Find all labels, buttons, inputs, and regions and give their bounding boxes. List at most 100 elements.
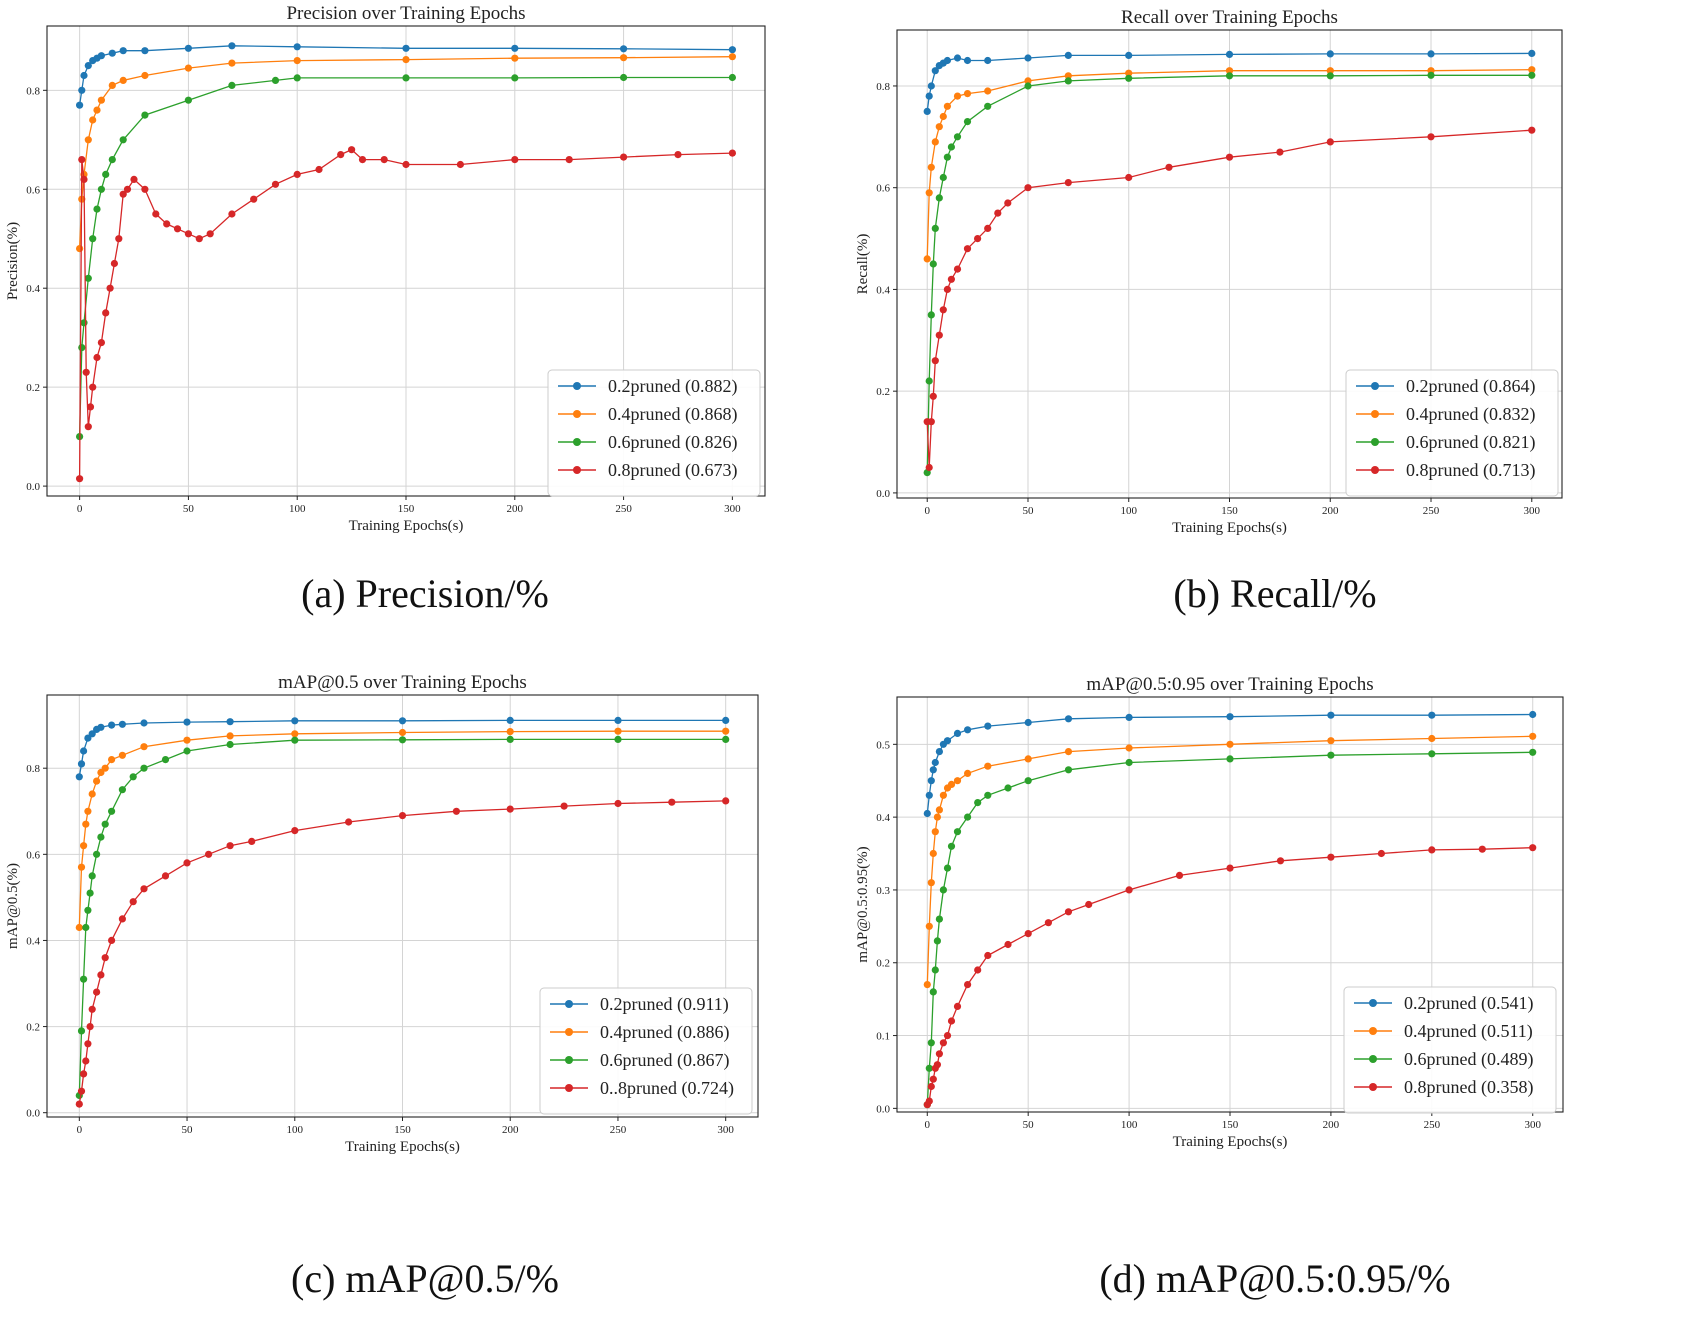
series-point-0 [1226, 713, 1234, 721]
legend-box [1345, 369, 1559, 497]
series-point-3 [963, 245, 972, 253]
series-point-2 [97, 833, 105, 841]
series-point-3 [106, 284, 114, 292]
series-point-2 [118, 786, 126, 794]
series-point-3 [293, 170, 301, 178]
series-point-2 [119, 136, 127, 144]
series-point-3 [130, 175, 138, 183]
series-point-1 [119, 76, 127, 84]
series-point-1 [184, 64, 192, 72]
series-point-0 [1064, 51, 1072, 60]
legend-label-2: 0.6pruned (0.826) [608, 432, 737, 453]
series-point-2 [925, 377, 933, 385]
chart-title: mAP@0.5 over Training Epochs [278, 672, 527, 693]
series-point-2 [947, 842, 956, 850]
series-point-3 [925, 1097, 933, 1105]
series-point-3 [88, 1005, 96, 1013]
series-point-1 [614, 727, 622, 735]
series-point-2 [184, 96, 192, 104]
series-point-0 [84, 62, 92, 70]
series-line-3 [926, 129, 1532, 468]
series-point-3 [110, 259, 118, 268]
series-point-2 [80, 975, 88, 983]
series-point-1 [927, 879, 935, 887]
series-point-3 [228, 210, 236, 218]
series-point-1 [76, 245, 84, 253]
x-tick-label: 100 [1120, 505, 1137, 517]
x-tick-label: 300 [1524, 1119, 1541, 1131]
series-point-0 [293, 43, 301, 51]
series-point-3 [183, 859, 191, 867]
series-point-0 [722, 716, 730, 724]
series-point-0 [97, 52, 105, 60]
caption-precision: (a) Precision/% [301, 571, 549, 616]
series-point-3 [82, 1057, 90, 1065]
legend-marker-3 [573, 466, 581, 474]
series-point-2 [82, 923, 90, 932]
series-point-0 [614, 716, 622, 724]
series-point-1 [923, 981, 931, 989]
series-point-2 [93, 205, 101, 213]
precision-chart: 0 50 100 150 200 250 300 0.0 0.2 0.4 0.6 0.8 Precisi… [5, 3, 766, 534]
y-tick-label: 0.6 [26, 849, 40, 861]
legend-marker-0 [565, 1000, 573, 1008]
x-tick-label: 0 [925, 1119, 931, 1131]
series-point-1 [1225, 67, 1234, 75]
series-point-1 [511, 54, 519, 62]
series-point-1 [1327, 737, 1335, 745]
series-point-1 [108, 81, 116, 89]
series-point-3 [358, 156, 367, 164]
series-point-0 [402, 44, 410, 52]
series-point-3 [173, 225, 182, 233]
y-tick-label: 0.2 [26, 382, 40, 394]
x-tick-label: 150 [398, 503, 415, 515]
series-point-0 [511, 44, 519, 52]
series-point-2 [939, 886, 947, 894]
series-point-3 [161, 872, 170, 880]
x-tick-label: 100 [287, 1124, 304, 1136]
y-tick-label: 0.2 [26, 1022, 40, 1034]
legend-marker-2 [565, 1056, 573, 1064]
series-point-1 [943, 102, 951, 110]
series-point-3 [93, 353, 101, 362]
series-point-0 [1125, 713, 1133, 721]
chart-title: Precision over Training Epochs [286, 3, 525, 24]
y-tick-label: 0.0 [876, 488, 890, 500]
series-point-1 [1226, 740, 1234, 748]
series-point-2 [108, 156, 116, 164]
legend-box [1343, 986, 1557, 1114]
series-point-3 [1165, 163, 1173, 171]
series-point-2 [927, 311, 935, 319]
series-point-1 [953, 92, 962, 100]
series-point-3 [345, 818, 353, 826]
y-tick-label: 0.8 [876, 81, 890, 93]
series-point-1 [88, 790, 96, 798]
y-tick-label: 0.8 [26, 763, 40, 775]
x-tick-label: 50 [1023, 1119, 1035, 1131]
series-point-3 [674, 151, 682, 159]
caption-map50: (c) mAP@0.5/% [291, 1256, 559, 1301]
series-point-0 [1064, 715, 1073, 723]
series-point-3 [89, 383, 97, 391]
series-point-0 [1024, 54, 1032, 62]
series-point-3 [927, 418, 935, 426]
series-point-0 [953, 54, 962, 62]
series-point-3 [939, 1039, 947, 1047]
series-point-2 [506, 735, 514, 743]
series-point-1 [925, 922, 933, 930]
series-point-1 [228, 59, 236, 67]
series-point-3 [953, 1002, 962, 1010]
series-point-3 [953, 265, 962, 273]
series-point-1 [1024, 755, 1032, 763]
series-point-3 [1226, 864, 1234, 872]
legend-marker-1 [1369, 1027, 1377, 1035]
series-point-0 [1125, 51, 1133, 60]
series-point-0 [923, 107, 931, 115]
series-point-0 [943, 737, 952, 745]
series-point-1 [984, 87, 992, 95]
series-point-0 [923, 809, 931, 818]
series-point-3 [195, 235, 203, 243]
series-point-3 [931, 357, 939, 365]
series-point-0 [953, 729, 962, 737]
series-point-2 [84, 906, 92, 914]
